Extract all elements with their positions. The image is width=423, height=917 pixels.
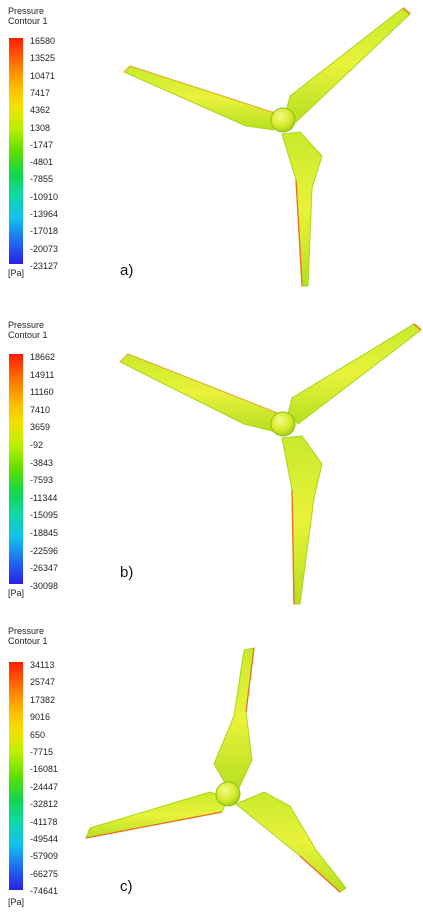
- colorbar-tick-label: 17382: [30, 694, 56, 705]
- colorbar-tick-label: -17018: [30, 226, 59, 237]
- hub: [270, 411, 296, 437]
- colorbar-tick-label: -41178: [30, 816, 58, 827]
- colorbar-tick-label: 14911: [30, 369, 55, 380]
- colorbar-tick-label: -4801: [30, 157, 54, 168]
- legend-title-line2: Contour 1: [8, 16, 48, 26]
- blade-bottom: [281, 131, 323, 287]
- colorbar-tick-label: -7593: [30, 475, 54, 486]
- colorbar-tick-label: -92: [30, 440, 44, 450]
- colorbar-tick-label: -74641: [30, 886, 59, 897]
- colorbar-tick-label: -23127: [30, 260, 59, 271]
- legend-title: Pressure Contour 1: [8, 6, 48, 26]
- legend-title-line1: Pressure: [8, 320, 45, 330]
- colorbar-tick-label: -26347: [30, 563, 59, 574]
- blade-left: [123, 65, 279, 131]
- unit-label: [Pa]: [8, 897, 25, 907]
- wind-turbine-rotor: [85, 647, 347, 893]
- colorbar-tick-label: -49544: [30, 834, 59, 844]
- colorbar-tick-label: -13964: [30, 209, 59, 219]
- colorbar-tick-label: -24447: [30, 781, 59, 792]
- colorbar-tick-label: -7855: [30, 174, 54, 185]
- colorbar-tick-label: 650: [30, 729, 46, 740]
- colorbar-tick-label: -30098: [30, 580, 59, 591]
- pressure-colorbar: [9, 354, 23, 584]
- colorbar-tick-label: -16081: [30, 764, 59, 775]
- colorbar-tick-label: -10910: [30, 191, 59, 202]
- hub: [270, 107, 296, 133]
- colorbar-tick-label: 4362: [30, 105, 51, 116]
- colorbar-tick-label: 13525: [30, 53, 56, 64]
- pressure-colorbar: [9, 662, 23, 890]
- colorbar-tick-label: 25747: [30, 677, 56, 688]
- blade-left: [85, 791, 229, 839]
- pressure-colorbar: [9, 38, 23, 264]
- panel-label: b): [120, 564, 134, 581]
- colorbar-tick-label: 11160: [30, 387, 54, 398]
- colorbar-tick-label: -1747: [30, 139, 54, 150]
- colorbar-tick-label: 16580: [30, 36, 56, 46]
- blade-top: [213, 647, 255, 791]
- legend-title: Pressure Contour 1: [8, 320, 48, 340]
- wind-turbine-rotor: [119, 323, 422, 605]
- blade-right: [235, 791, 347, 893]
- colorbar-tick-label: -57909: [30, 851, 59, 862]
- colorbar-tick-label: -20073: [30, 243, 59, 254]
- blade-left: [119, 353, 281, 433]
- legend-title: Pressure Contour 1: [8, 626, 48, 646]
- unit-label: [Pa]: [8, 268, 25, 278]
- legend-title-line2: Contour 1: [8, 330, 48, 340]
- colorbar-tick-label: 9016: [30, 712, 51, 723]
- colorbar-tick-label: -15095: [30, 510, 59, 521]
- contour-panel-b: Pressure Contour 1 18662 14911 11160 7410 36…: [0, 314, 423, 619]
- colorbar-tick-label: -3843: [30, 457, 54, 468]
- colorbar-tick-label: -18845: [30, 528, 59, 538]
- blade-right: [287, 323, 422, 425]
- colorbar-tick-label: 3659: [30, 422, 51, 433]
- contour-panel-a: Pressure Contour 1 16580 13525 10471 7417 43…: [0, 0, 423, 305]
- legend-title-line2: Contour 1: [8, 636, 48, 646]
- colorbar-tick-label: 7417: [30, 87, 51, 98]
- colorbar-tick-label: 34113: [30, 660, 55, 670]
- legend-title-line1: Pressure: [8, 626, 45, 636]
- hub: [215, 781, 241, 807]
- colorbar-tick-label: -11344: [30, 492, 58, 503]
- colorbar-tick-label: -32812: [30, 799, 59, 810]
- blade-right: [285, 7, 411, 123]
- unit-label: [Pa]: [8, 588, 25, 598]
- colorbar-tick-label: -66275: [30, 868, 59, 879]
- blade-bottom: [281, 435, 323, 605]
- colorbar-tick-label: 10471: [30, 70, 56, 81]
- panel-label: a): [120, 262, 134, 279]
- contour-panel-c: Pressure Contour 1 34113 25747 17382 9016 65…: [0, 620, 423, 917]
- colorbar-tick-label: 1308: [30, 122, 51, 133]
- wind-turbine-rotor: [123, 7, 411, 287]
- colorbar-tick-label: 18662: [30, 352, 56, 362]
- panel-label: c): [120, 878, 133, 895]
- legend-title-line1: Pressure: [8, 6, 45, 16]
- colorbar-tick-label: -22596: [30, 545, 59, 556]
- colorbar-tick-label: -7715: [30, 747, 54, 757]
- colorbar-tick-label: 7410: [30, 404, 51, 415]
